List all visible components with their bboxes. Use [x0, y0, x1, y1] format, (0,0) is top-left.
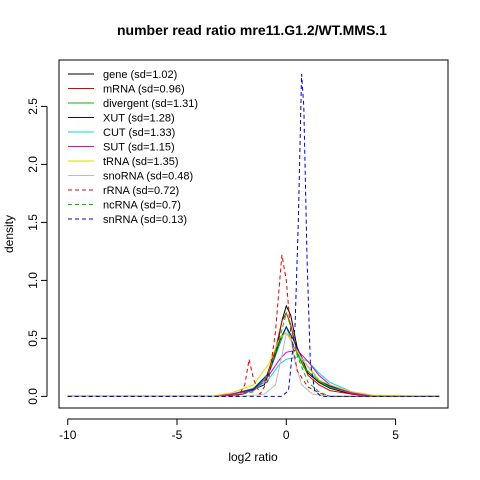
series-line-5	[67, 349, 440, 397]
plot-area	[58, 59, 449, 409]
series-line-7	[67, 331, 440, 397]
legend-label-5: SUT (sd=1.15)	[103, 142, 175, 154]
series-layer	[67, 73, 440, 397]
series-line-3	[67, 325, 440, 397]
legend-label-7: snoRNA (sd=0.48)	[103, 171, 193, 183]
series-line-10	[67, 73, 440, 397]
legend-label-9: ncRNA (sd=0.7)	[103, 200, 181, 212]
x-tick-label-2: 0	[283, 428, 290, 442]
x-tick-label-1: -5	[172, 428, 183, 442]
legend-label-2: divergent (sd=1.31)	[103, 98, 198, 110]
series-line-8	[67, 254, 440, 397]
y-tick-label-1: 0.5	[26, 330, 40, 347]
x-axis-label: log2 ratio	[228, 450, 278, 464]
series-line-6	[67, 331, 440, 397]
legend: gene (sd=1.02) mRNA (sd=0.96) divergent (s…	[68, 69, 198, 226]
y-tick-label-5: 2.5	[26, 98, 40, 115]
x-axis: -10 -5 0 5	[59, 418, 399, 442]
y-tick-label-3: 1.5	[26, 214, 40, 231]
series-line-0	[67, 304, 440, 397]
legend-label-10: snRNA (sd=0.13)	[103, 214, 187, 226]
y-tick-label-2: 1.0	[26, 272, 40, 289]
chart-title: number read ratio mre11.G1.2/WT.MMS.1	[117, 22, 387, 38]
x-tick-label-0: -10	[59, 428, 77, 442]
y-axis-label: density	[2, 215, 16, 253]
legend-label-8: rRNA (sd=0.72)	[103, 185, 179, 197]
series-line-1	[67, 311, 440, 397]
legend-label-3: XUT (sd=1.28)	[103, 113, 175, 125]
y-tick-label-4: 2.0	[26, 156, 40, 173]
y-tick-label-0: 0.0	[26, 388, 40, 405]
series-line-2	[67, 325, 440, 397]
series-line-9	[67, 311, 440, 397]
x-tick-label-3: 5	[392, 428, 399, 442]
legend-label-6: tRNA (sd=1.35)	[103, 156, 179, 168]
legend-label-0: gene (sd=1.02)	[103, 69, 177, 81]
legend-label-4: CUT (sd=1.33)	[103, 127, 175, 139]
y-axis: 0.0 0.5 1.0 1.5 2.0 2.5	[26, 98, 48, 405]
legend-label-1: mRNA (sd=0.96)	[103, 84, 185, 96]
